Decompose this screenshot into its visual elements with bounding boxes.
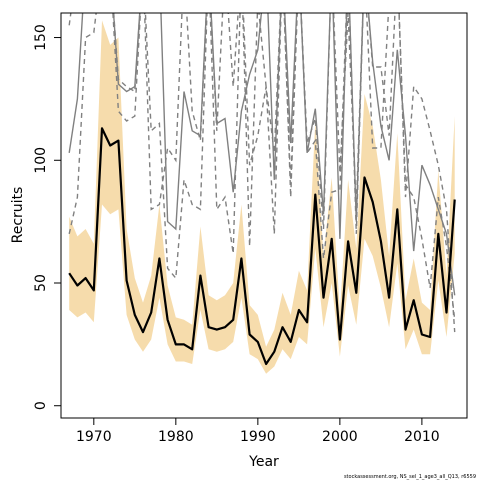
y-axis-label: Recruits	[10, 187, 26, 244]
y-tick-label-100: 100	[33, 147, 49, 174]
x-axis-label: Year	[248, 454, 279, 470]
confidence-band	[69, 20, 455, 374]
x-tick-label-1970: 1970	[76, 429, 112, 445]
run-line-3	[68, 13, 456, 333]
x-tick-label-2000: 2000	[322, 429, 358, 445]
comparison-runs	[68, 13, 456, 333]
run-line-1	[68, 13, 456, 296]
x-axis: 1970 1980 1990 2000 2010	[76, 418, 440, 445]
y-tick-label-50: 50	[33, 274, 49, 292]
y-tick-label-0: 0	[33, 401, 49, 410]
x-tick-label-1990: 1990	[240, 429, 276, 445]
x-tick-label-1980: 1980	[158, 429, 194, 445]
source-footnote: stockassessment.org, NS_sel_1_age3_all_Q…	[344, 474, 476, 480]
plot-area	[68, 13, 456, 374]
estimate-line	[68, 127, 456, 366]
y-tick-label-150: 150	[33, 24, 49, 51]
y-axis: 0 50 100 150	[33, 24, 61, 410]
plot-frame	[60, 12, 468, 419]
x-tick-label-2010: 2010	[404, 429, 440, 445]
